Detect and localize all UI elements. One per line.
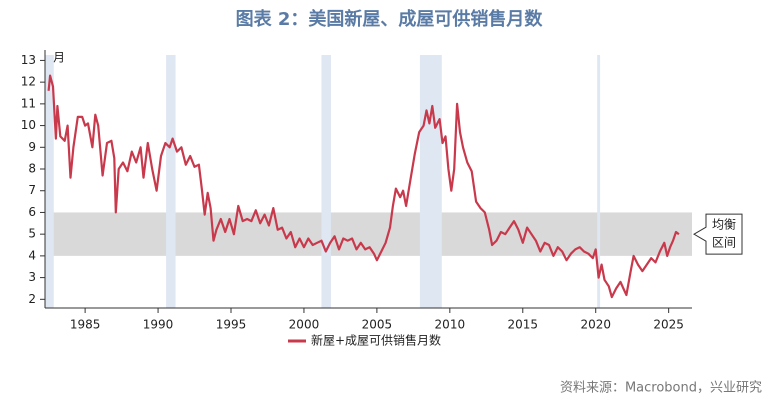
- y-tick-label: 10: [21, 118, 36, 132]
- balance-label: 均衡: [712, 218, 736, 232]
- recession-band: [45, 55, 54, 308]
- y-tick-label: 6: [28, 205, 36, 219]
- recession-band: [597, 55, 601, 308]
- x-tick-label: 2000: [289, 318, 320, 332]
- recession-band: [166, 55, 176, 308]
- y-tick-label: 5: [28, 227, 36, 241]
- chart-title: 图表 2：美国新屋、成屋可供销售月数: [236, 8, 544, 30]
- x-tick-label: 1990: [143, 318, 174, 332]
- x-tick-label: 2010: [435, 318, 466, 332]
- y-tick-label: 12: [21, 75, 36, 89]
- balance-callout: [693, 213, 743, 255]
- source-note: 资料来源：Macrobond，兴业研究: [560, 381, 762, 396]
- y-tick-label: 13: [21, 53, 36, 67]
- y-unit-label: 月: [53, 51, 65, 65]
- y-tick-label: 9: [28, 140, 36, 154]
- y-tick-label: 4: [28, 248, 36, 262]
- x-tick-label: 2015: [507, 318, 538, 332]
- y-tick-label: 8: [28, 162, 36, 176]
- y-tick-label: 7: [28, 183, 36, 197]
- y-tick-label: 11: [21, 96, 36, 110]
- x-tick-label: 2025: [653, 318, 684, 332]
- x-tick-label: 2005: [362, 318, 393, 332]
- x-tick-label: 2020: [580, 318, 611, 332]
- y-tick-label: 3: [28, 270, 36, 284]
- x-tick-label: 1995: [216, 318, 247, 332]
- legend-label: 新屋+成屋可供销售月数: [311, 333, 441, 348]
- recession-band: [321, 55, 331, 308]
- balance-label: 区间: [712, 236, 736, 250]
- y-tick-label: 2: [28, 292, 36, 306]
- series-line: [47, 74, 680, 299]
- x-tick-label: 1985: [70, 318, 101, 332]
- recession-band: [419, 55, 442, 308]
